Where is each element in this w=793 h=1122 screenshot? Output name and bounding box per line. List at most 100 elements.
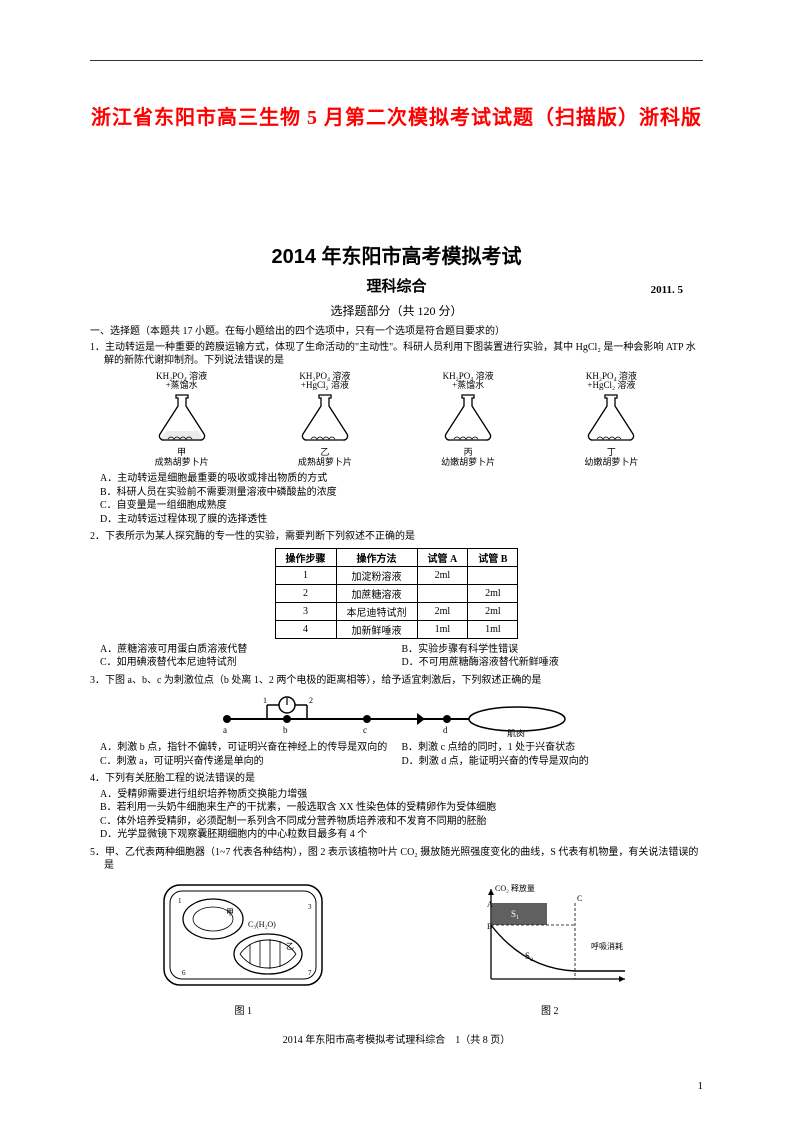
th: 操作步骤	[275, 548, 336, 566]
td: 1	[275, 566, 336, 584]
svg-text:3: 3	[308, 903, 312, 911]
td: 1ml	[468, 620, 518, 638]
exam-title: 2014 年东阳市高考模拟考试	[90, 240, 703, 269]
q1-flask-row: KH₂PO₄ 溶液+蒸馏水 甲成熟胡萝卜片 KH₂PO₄ 溶液+HgCl₂ 溶液…	[110, 372, 683, 469]
svg-text:6: 6	[182, 969, 186, 977]
svg-text:甲: 甲	[226, 908, 234, 917]
opt-a: A．主动转运是细胞最重要的吸收或排出物质的方式	[100, 472, 703, 486]
opt-a: A．刺激 b 点，指针不偏转，可证明兴奋在神经上的传导是双向的	[100, 741, 402, 755]
td: 加蔗糖溶液	[336, 584, 417, 602]
muscle-label: 肌肉	[507, 728, 525, 737]
fig2-caption: 图 2	[465, 1002, 635, 1017]
svg-text:C: C	[577, 894, 582, 903]
flask-item: KH₂PO₄ 溶液+蒸馏水 甲成熟胡萝卜片	[152, 372, 212, 469]
opt-a: A．受精卵需要进行组织培养物质交换能力增强	[100, 788, 703, 802]
co2-chart: CO₂ 释放量 S₁ S₂ 呼吸消耗 A B C	[465, 879, 635, 999]
td: 2ml	[417, 566, 468, 584]
s1-label: S₁	[511, 909, 519, 919]
flask-icon	[581, 391, 641, 446]
flask-top: KH₂PO₄ 溶液	[443, 371, 494, 381]
q5-stem: 5．甲、乙代表两种细胞器（1~7 代表各种结构），图 2 表示该植物叶片 CO₂…	[90, 846, 703, 873]
flask-bot: 幼嫩胡萝卜片	[441, 457, 495, 467]
opt-c: C．自变量是一组细胞成熟度	[100, 499, 703, 513]
flask-icon	[152, 391, 212, 446]
svg-text:b: b	[283, 725, 288, 735]
chart-note: 呼吸消耗	[591, 941, 623, 951]
q3-options: A．刺激 b 点，指针不偏转，可证明兴奋在神经上的传导是双向的 C．刺激 a，可…	[100, 741, 703, 768]
td: 3	[275, 602, 336, 620]
flask-mid: +HgCl₂ 溶液	[301, 380, 349, 390]
flask-bot: 成熟胡萝卜片	[298, 457, 352, 467]
flask-item: KH₂PO₄ 溶液+HgCl₂ 溶液 乙成熟胡萝卜片	[295, 372, 355, 469]
flask-icon	[438, 391, 498, 446]
td: 本尼迪特试剂	[336, 602, 417, 620]
s2-label: S₂	[525, 951, 533, 961]
flask-top: KH₂PO₄ 溶液	[156, 371, 207, 381]
td	[468, 566, 518, 584]
flask-bot: 幼嫩胡萝卜片	[584, 457, 638, 467]
q4-stem: 4．下列有关胚胎工程的说法错误的是	[90, 772, 703, 786]
document-title: 浙江省东阳市高三生物 5 月第二次模拟考试试题（扫描版）浙科版	[90, 101, 703, 130]
flask-tag: 甲	[177, 447, 186, 457]
td: 加淀粉溶液	[336, 566, 417, 584]
svg-text:7: 7	[308, 969, 312, 977]
opt-d: D．刺激 d 点，能证明兴奋的传导是双向的	[402, 755, 704, 769]
opt-b: B．刺激 c 点给的同时，1 处于兴奋状态	[402, 741, 704, 755]
cell-diagram: 甲 乙 C₃(H₂O) 1 3 6 7	[158, 879, 328, 999]
td: 2ml	[468, 584, 518, 602]
td: 1ml	[417, 620, 468, 638]
td: 2ml	[417, 602, 468, 620]
td: 2	[275, 584, 336, 602]
svg-text:c: c	[363, 725, 367, 735]
q2-options: A．蔗糖溶液可用蛋白质溶液代替 C．如用碘液替代本尼迪特试剂 B．实验步骤有科学…	[100, 643, 703, 670]
svg-text:2: 2	[309, 696, 313, 705]
svg-text:1: 1	[263, 696, 267, 705]
q3-stem: 3．下图 a、b、c 为刺激位点（b 处离 1、2 两个电极的距离相等），给予适…	[90, 674, 703, 688]
section-intro: 一、选择题（本题共 17 小题。在每小题给出的四个选项中，只有一个选项是符合题目…	[90, 325, 703, 339]
flask-mid: +HgCl₂ 溶液	[587, 380, 635, 390]
flask-top: KH₂PO₄ 溶液	[586, 371, 637, 381]
q1-options: A．主动转运是细胞最重要的吸收或排出物质的方式 B．科研人员在实验前不需要测量溶…	[100, 472, 703, 526]
th: 操作方法	[336, 548, 417, 566]
q2-table: 操作步骤 操作方法 试管 A 试管 B 1加淀粉溶液2ml 2加蔗糖溶液2ml …	[275, 548, 519, 639]
td: 4	[275, 620, 336, 638]
opt-b: B．科研人员在实验前不需要测量溶液中磷酸盐的浓度	[100, 486, 703, 500]
flask-bot: 成熟胡萝卜片	[155, 457, 209, 467]
fig2-box: CO₂ 释放量 S₁ S₂ 呼吸消耗 A B C 图 2	[465, 879, 635, 1017]
opt-d: D．主动转运过程体现了膜的选择透性	[100, 513, 703, 527]
fig1-box: 甲 乙 C₃(H₂O) 1 3 6 7 图 1	[158, 879, 328, 1017]
flask-mid: +蒸馏水	[166, 380, 198, 390]
flask-item: KH₂PO₄ 溶液+蒸馏水 丙幼嫩胡萝卜片	[438, 372, 498, 469]
opt-c: C．刺激 a，可证明兴奋传递是单向的	[100, 755, 402, 769]
opt-c: C．体外培养受精卵，必须配制一系列含不同成分营养物质培养液和不发育不同期的胚胎	[100, 815, 703, 829]
opt-d: D．不可用蔗糖酶溶液替代新鲜唾液	[402, 656, 704, 670]
fig1-caption: 图 1	[158, 1002, 328, 1017]
svg-text:乙: 乙	[286, 942, 294, 951]
q1-stem: 1．主动转运是一种重要的跨膜运输方式，体现了生命活动的"主动性"。科研人员利用下…	[90, 341, 703, 368]
fig1-inner: C₃(H₂O)	[248, 920, 276, 929]
section-header: 选择题部分（共 120 分）	[90, 302, 703, 319]
opt-b: B．实验步骤有科学性错误	[402, 643, 704, 657]
q5-figures: 甲 乙 C₃(H₂O) 1 3 6 7 图 1 CO₂ 释放量 S₁	[90, 879, 703, 1017]
svg-text:A: A	[487, 900, 493, 909]
svg-text:B: B	[487, 922, 492, 931]
flask-mid: +蒸馏水	[452, 380, 484, 390]
svg-text:1: 1	[178, 897, 182, 905]
page-footer: 2014 年东阳市高考模拟考试理科综合 1（共 8 页）	[90, 1031, 703, 1046]
flask-tag: 丙	[464, 447, 473, 457]
nerve-diagram: a b 1 2 c d 肌肉	[217, 691, 577, 737]
opt-b: B．若利用一头奶牛细胞来生产的干扰素，一般选取含 XX 性染色体的受精卵作为受体…	[100, 801, 703, 815]
flask-tag: 乙	[320, 447, 329, 457]
flask-top: KH₂PO₄ 溶液	[299, 371, 350, 381]
opt-c: C．如用碘液替代本尼迪特试剂	[100, 656, 402, 670]
q2-stem: 2．下表所示为某人探究酶的专一性的实验，需要判断下列叙述不正确的是	[90, 530, 703, 544]
opt-a: A．蔗糖溶液可用蛋白质溶液代替	[100, 643, 402, 657]
td: 加新鲜唾液	[336, 620, 417, 638]
opt-d: D．光学显微镜下观察囊胚期细胞内的中心粒数目最多有 4 个	[100, 828, 703, 842]
flask-tag: 丁	[607, 447, 616, 457]
svg-text:a: a	[223, 725, 227, 735]
chart-ylabel: CO₂ 释放量	[495, 883, 535, 893]
top-rule	[90, 60, 703, 61]
page-number: 1	[698, 1080, 704, 1092]
td	[417, 584, 468, 602]
